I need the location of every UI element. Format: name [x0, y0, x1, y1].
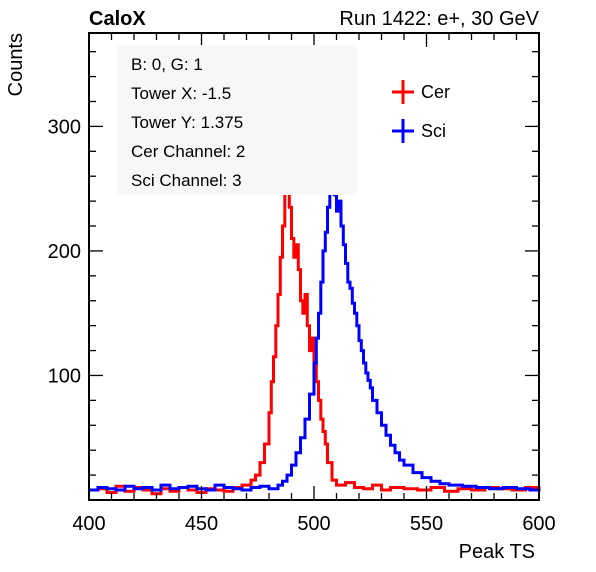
info-box-background [117, 45, 357, 195]
x-axis-label: Peak TS [459, 541, 535, 563]
x-tick-label: 450 [185, 513, 218, 535]
x-tick-label: 400 [72, 513, 105, 535]
legend-marker-cer [392, 80, 414, 104]
info-line-tower-x: Tower X: -1.5 [131, 84, 231, 103]
info-line-b-g: B: 0, G: 1 [131, 55, 203, 74]
y-tick-label: 300 [48, 116, 81, 138]
y-tick-label: 100 [48, 365, 81, 387]
info-line-tower-y: Tower Y: 1.375 [131, 113, 243, 132]
y-tick-label: 200 [48, 241, 81, 263]
legend-marker-sci [392, 119, 414, 143]
legend-label-sci: Sci [421, 121, 446, 141]
legend: Cer Sci [392, 80, 450, 143]
chart-title-left: CaloX [89, 8, 146, 30]
info-line-cer-channel: Cer Channel: 2 [131, 142, 245, 161]
x-tick-label: 600 [522, 513, 555, 535]
legend-label-cer: Cer [421, 82, 450, 102]
info-line-sci-channel: Sci Channel: 3 [131, 171, 242, 190]
y-axis-label: Counts [5, 33, 27, 96]
plot-area: 400 450 500 550 600 100 200 300 [48, 32, 556, 535]
x-tick-label: 500 [297, 513, 330, 535]
series-line-cer [89, 183, 541, 496]
chart-title-right: Run 1422: e+, 30 GeV [339, 8, 539, 30]
info-box: B: 0, G: 1 Tower X: -1.5 Tower Y: 1.375 … [117, 45, 357, 195]
x-tick-label: 550 [410, 513, 443, 535]
